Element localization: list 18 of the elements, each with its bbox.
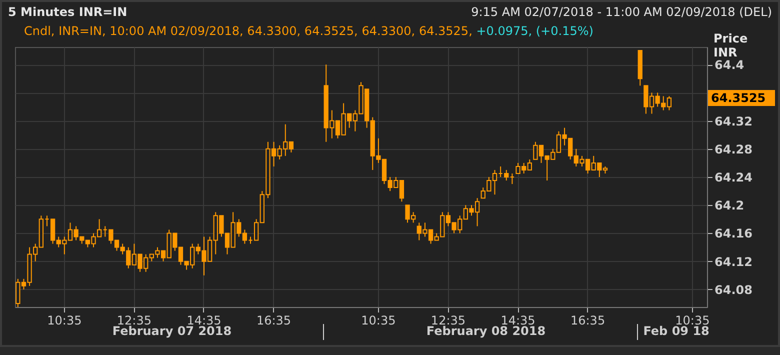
y-tick-label: 64.16 <box>714 226 752 241</box>
text: +0.0975, (+0.15%) <box>475 24 594 38</box>
text: 64.3525 <box>711 90 766 105</box>
y-tick-label: 64.4 <box>714 58 744 72</box>
x-tick-label: 16:35 <box>570 314 606 328</box>
y-tick-label: 64.12 <box>714 254 752 269</box>
x-tick-label: 16:35 <box>256 314 292 328</box>
y-tick-label: 64.08 <box>714 282 752 297</box>
y-tick-label: 64.28 <box>714 142 752 156</box>
chart-title: 5 Minutes INR=IN <box>8 5 128 19</box>
x-tick-label: 10:35 <box>47 314 82 328</box>
y-tick-label: 64.24 <box>714 170 752 184</box>
y-tick-label: 64.2 <box>714 198 744 213</box>
y-axis-title: Price INR <box>714 32 748 60</box>
y-tick-label: 64.32 <box>714 114 752 128</box>
text: Cndl, INR=IN, 10:00 AM 02/09/2018, 64.3300, 64.3525, 64.3300, 64.3525, <box>24 24 472 38</box>
x-tick-label: 10:35 <box>361 314 396 328</box>
chart-subtitle: 9:15 AM 02/07/2018 - 11:00 AM 02/09/2018 (DEL) <box>471 5 772 19</box>
